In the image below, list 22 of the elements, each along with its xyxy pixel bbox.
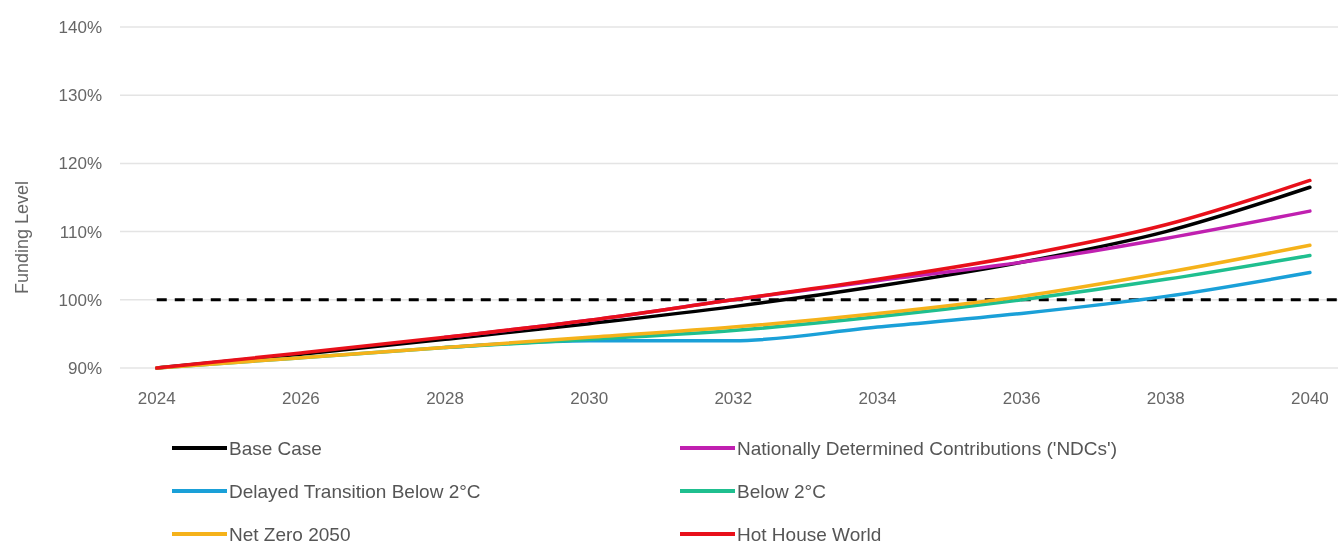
y-tick-label: 140% [58, 17, 102, 37]
legend-label: Nationally Determined Contributions ('NDCs') [737, 437, 1117, 459]
x-tick-label: 2040 [1290, 389, 1329, 408]
x-tick-label: 2036 [1002, 389, 1041, 408]
x-tick-label: 2038 [1146, 389, 1185, 408]
legend-label: Below 2°C [737, 480, 826, 502]
y-tick-label: 110% [59, 222, 102, 242]
x-tick-label: 2024 [137, 389, 176, 408]
x-tick-label: 2030 [570, 389, 609, 408]
x-tick-label: 2028 [426, 389, 464, 408]
y-tick-label: 100% [58, 290, 102, 310]
legend-label: Base Case [229, 437, 322, 459]
y-tick-label: 90% [67, 358, 102, 378]
legend-label: Net Zero 2050 [229, 523, 351, 544]
legend-label: Hot House World [737, 523, 882, 544]
y-axis-title: Funding Level [12, 180, 32, 295]
x-tick-label: 2034 [858, 389, 897, 408]
y-tick-label: 120% [58, 154, 102, 174]
y-tick-label: 130% [58, 86, 102, 106]
x-tick-label: 2032 [714, 389, 753, 408]
x-tick-label: 2026 [281, 389, 320, 408]
legend-label: Delayed Transition Below 2°C [229, 480, 481, 502]
